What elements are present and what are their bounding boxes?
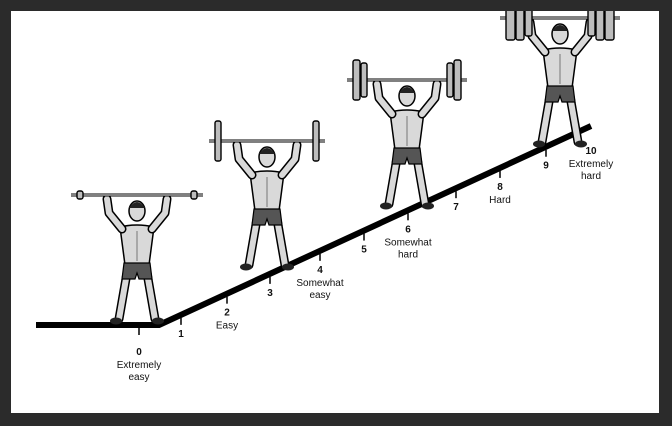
weight-plate: [214, 120, 222, 162]
weight-plate: [505, 11, 516, 41]
scale-descriptor: Hard: [489, 195, 511, 206]
effort-scale-diagram: 0Extremelyeasy12Easy34Somewhateasy56Some…: [36, 11, 620, 383]
weight-plate: [595, 11, 605, 41]
scale-number: 6: [405, 224, 411, 235]
scale-number: 3: [267, 288, 273, 299]
scale-descriptor: easy: [128, 372, 149, 383]
weightlifter-figure: [209, 120, 325, 271]
diagram-frame: 0 Extremely easy 1 2 Easy 3 4 Somewhat easy 5 6 Some…: [11, 11, 659, 413]
scale-descriptor: hard: [398, 249, 418, 260]
scale-number: 7: [453, 202, 459, 213]
weight-plate: [515, 11, 525, 41]
weight-plate: [190, 190, 198, 200]
weightlifter-figure: [500, 11, 620, 148]
weight-plate: [446, 62, 454, 98]
scale-number: 8: [497, 182, 503, 193]
scale-number: 9: [543, 161, 549, 172]
scale-labels: 0Extremelyeasy12Easy34Somewhateasy56Some…: [117, 146, 613, 383]
weight-plate: [76, 190, 84, 200]
scale-ticks: [138, 149, 547, 335]
weight-plate: [360, 62, 368, 98]
weightlifter-figures: [71, 11, 620, 325]
weightlifter-figure: [71, 190, 203, 325]
scale-descriptor: easy: [309, 290, 330, 301]
scale-number: 5: [361, 245, 367, 256]
scale-number: 0: [136, 347, 142, 358]
weight-plate: [453, 59, 462, 101]
weight-plate: [352, 59, 361, 101]
scale-descriptor: Extremely: [569, 159, 613, 170]
weightlifter-figure: [347, 59, 467, 210]
weight-plate: [587, 11, 596, 37]
effort-ramp-line: [36, 123, 593, 328]
weight-plate: [312, 120, 320, 162]
scale-number: 2: [224, 308, 230, 319]
scale-descriptor: Easy: [216, 321, 238, 332]
scale-descriptor: Extremely: [117, 360, 161, 371]
scale-descriptor: hard: [581, 171, 601, 182]
scale-descriptor: Somewhat: [384, 237, 431, 248]
scale-number: 1: [178, 329, 184, 340]
scale-descriptor: Somewhat: [296, 278, 343, 289]
weight-plate: [524, 11, 533, 37]
scale-number: 10: [585, 146, 597, 157]
weight-plate: [604, 11, 615, 41]
scale-number: 4: [317, 265, 323, 276]
